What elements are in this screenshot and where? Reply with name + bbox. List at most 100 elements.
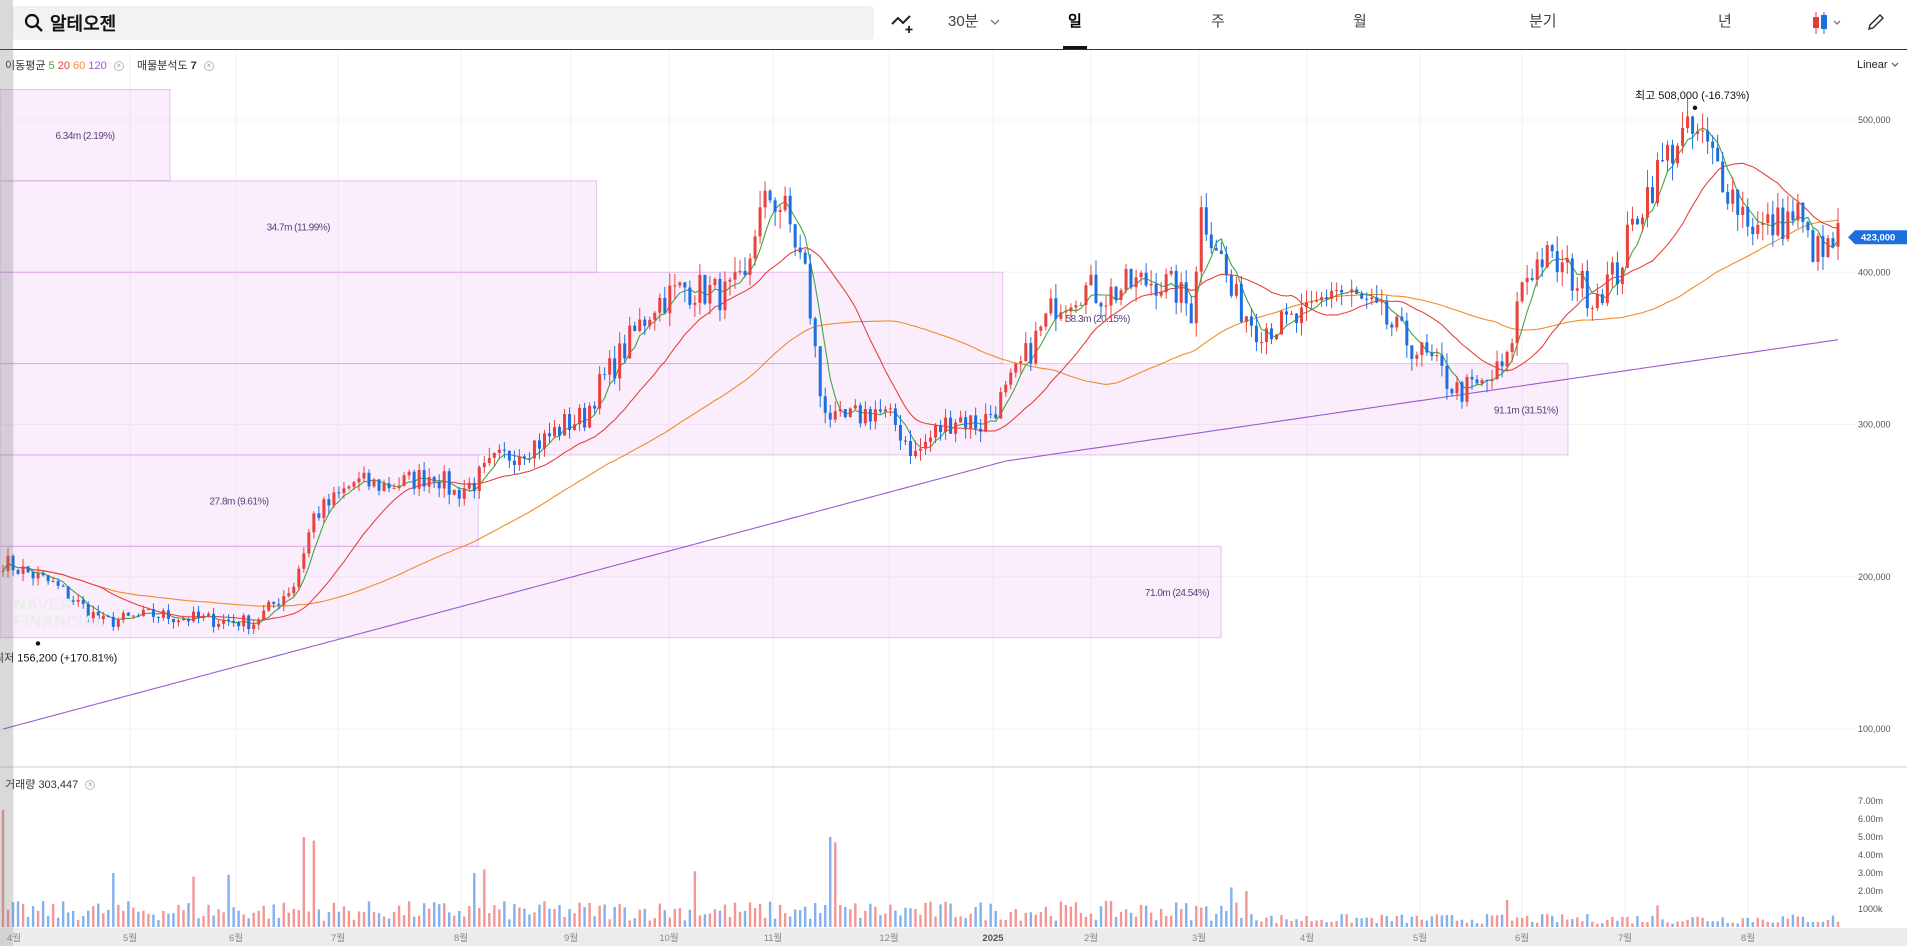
candle	[964, 417, 968, 429]
candle	[1465, 376, 1469, 402]
candle	[1515, 301, 1519, 344]
candle	[823, 396, 827, 413]
volume-bar	[463, 916, 466, 927]
volume-bar	[1671, 923, 1674, 927]
volume-bar	[322, 920, 326, 927]
volume-bar	[1185, 903, 1188, 927]
candle	[888, 408, 892, 410]
candle	[1821, 236, 1825, 257]
x-axis-tick-label: 8월	[454, 932, 468, 944]
volume-bar	[713, 909, 717, 927]
edit-pencil-icon[interactable]	[1866, 12, 1886, 32]
candle	[452, 489, 456, 495]
volume-bar	[778, 904, 782, 927]
candle	[21, 566, 25, 574]
candle	[623, 343, 627, 359]
volume-bar	[1771, 922, 1775, 927]
candle	[1796, 202, 1800, 221]
volume-bar	[222, 912, 225, 927]
volume-axis-tick-label: 4.00m	[1858, 850, 1883, 860]
candle	[718, 278, 722, 311]
candle	[768, 190, 772, 201]
volume-bar	[1295, 919, 1298, 927]
volume-bar	[1510, 920, 1514, 927]
volume-bar	[1109, 901, 1113, 927]
candle	[1460, 382, 1464, 402]
volume-bar	[483, 869, 486, 927]
volume-bar	[1460, 919, 1464, 927]
indicator-add-icon[interactable]	[890, 12, 916, 34]
candle	[1605, 274, 1609, 304]
volume-bar	[137, 911, 140, 927]
tab-week[interactable]: 주	[1211, 13, 1225, 30]
volume-bar	[954, 917, 957, 927]
volume-bar	[623, 907, 626, 927]
chevron-down-icon[interactable]	[990, 18, 1000, 26]
candle	[903, 440, 907, 442]
volume-profile-value: 7	[190, 60, 197, 72]
candle	[1801, 202, 1805, 222]
volume-bar	[768, 901, 772, 927]
volume-bar	[402, 915, 406, 927]
candle	[397, 485, 401, 488]
close-icon[interactable]: ×	[203, 61, 214, 72]
price-chart[interactable]: 6.34m (2.19%) 34.7m (11.99%) 58.3m (20.15%…	[0, 50, 1907, 946]
candle	[1039, 326, 1043, 331]
volume-bar	[1365, 917, 1368, 927]
tab-day[interactable]: 일	[1068, 13, 1082, 30]
candle	[121, 612, 125, 620]
volume-bar	[1079, 912, 1083, 927]
candle	[868, 409, 872, 422]
volume-bar	[969, 913, 972, 927]
candle	[1284, 311, 1288, 315]
volume-bar	[132, 907, 135, 927]
volume-bar	[97, 903, 100, 927]
candle	[407, 471, 411, 476]
volume-bar	[1280, 915, 1283, 927]
candle	[357, 478, 361, 483]
scale-selector[interactable]: Linear	[1857, 59, 1899, 71]
candle	[959, 417, 963, 423]
volume-bar	[1200, 907, 1203, 927]
tab-year[interactable]: 년	[1718, 13, 1732, 30]
candle	[1305, 302, 1309, 308]
candle	[898, 424, 902, 441]
volume-legend[interactable]: 거래량 303,447 ×	[5, 776, 96, 792]
candle	[1560, 262, 1564, 273]
candle	[462, 488, 466, 499]
search-icon	[24, 13, 43, 32]
candle	[1400, 316, 1404, 321]
candle	[131, 615, 135, 617]
volume-bar	[21, 903, 25, 927]
candle	[101, 615, 105, 620]
close-icon[interactable]: ×	[85, 780, 96, 791]
volume-bar	[417, 915, 421, 927]
volume-bar	[167, 913, 170, 927]
chart-type-candle-icon[interactable]	[1810, 10, 1846, 36]
x-axis-tick-label: 2025	[982, 933, 1004, 944]
candle	[1836, 223, 1840, 247]
candle	[578, 407, 582, 425]
volume-bar	[508, 919, 511, 927]
high-point-marker	[1692, 105, 1698, 111]
volume-bar	[1721, 917, 1724, 927]
candle	[738, 270, 742, 273]
moving-average-legend[interactable]: 이동평균 5 20 60 120 ×	[5, 57, 124, 73]
chart-area[interactable]: 6.34m (2.19%) 34.7m (11.99%) 58.3m (20.15%…	[0, 50, 1907, 946]
volume-bar	[377, 913, 381, 927]
candle	[482, 463, 486, 468]
volume-bar	[458, 910, 461, 927]
volume-bar	[1746, 917, 1749, 927]
search-bar[interactable]: 알테오젠	[12, 6, 874, 40]
tab-quarter[interactable]: 분기	[1529, 13, 1557, 30]
close-icon[interactable]: ×	[113, 61, 124, 72]
volume-bar	[884, 913, 887, 927]
volume-bar	[1596, 923, 1599, 927]
candle	[558, 427, 562, 436]
candle	[1520, 282, 1524, 302]
tab-month[interactable]: 월	[1353, 13, 1367, 30]
volume-profile-legend[interactable]: 매물분석도 7 ×	[137, 57, 214, 73]
candle	[1455, 382, 1459, 394]
ma-period-120: 120	[88, 60, 107, 72]
tab-30min[interactable]: 30분	[948, 13, 979, 30]
